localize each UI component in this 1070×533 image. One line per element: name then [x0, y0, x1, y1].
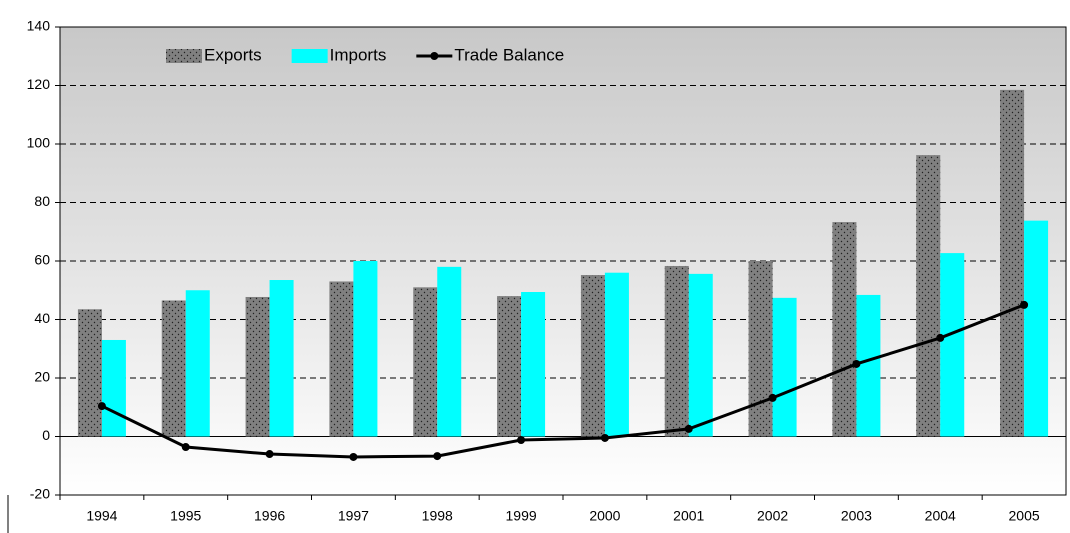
point [97, 402, 106, 411]
point [768, 393, 777, 402]
x-tick-label: 1999 [506, 508, 537, 524]
bar [940, 253, 965, 437]
x-tick-label: 2002 [757, 508, 788, 524]
legend-swatch [291, 49, 328, 63]
bar [521, 292, 546, 437]
legend-swatch [430, 52, 439, 60]
y-tick-label: 0 [42, 427, 50, 443]
point [349, 452, 358, 461]
legend-swatch [166, 49, 202, 63]
bar [269, 280, 294, 437]
bar [772, 297, 797, 437]
bar [832, 222, 857, 437]
bar [580, 275, 605, 437]
bar [101, 339, 126, 437]
x-tick-label: 1998 [422, 508, 453, 524]
x-tick-label: 1994 [86, 508, 117, 524]
legend-label: Imports [330, 45, 387, 64]
bar [748, 261, 773, 437]
x-tick-label: 2000 [589, 508, 620, 524]
bar [353, 261, 378, 437]
x-tick-label: 1995 [170, 508, 201, 524]
line [101, 303, 1025, 459]
y-tick-label: 120 [27, 76, 51, 92]
x-tick-label: 2003 [841, 508, 872, 524]
x-tick-label: 1996 [254, 508, 285, 524]
y-tick-label: 60 [34, 252, 50, 268]
bar [329, 281, 354, 437]
point [1020, 300, 1029, 309]
point [433, 452, 442, 461]
bar [413, 287, 438, 437]
y-tick-label: 100 [27, 135, 51, 151]
bar [437, 266, 462, 437]
y-tick-label: 40 [34, 310, 50, 326]
bar [77, 309, 102, 437]
point [852, 359, 861, 368]
bar [497, 296, 522, 437]
y-tick-label: 140 [27, 18, 51, 34]
legend-label: Exports [204, 45, 262, 64]
bar [916, 155, 941, 437]
bar [161, 300, 186, 437]
bar [604, 272, 629, 437]
point [181, 443, 190, 452]
x-tick-label: 2004 [925, 508, 956, 524]
bar [185, 290, 210, 437]
bar [664, 265, 689, 437]
point [936, 333, 945, 342]
point [265, 450, 274, 459]
point [684, 424, 693, 433]
x-tick-label: 2005 [1009, 508, 1040, 524]
bar [1024, 220, 1049, 437]
x-tick-label: 2001 [673, 508, 704, 524]
point [517, 436, 526, 445]
x-tick-label: 1997 [338, 508, 369, 524]
legend-label: Trade Balance [454, 45, 564, 64]
bar [856, 294, 881, 437]
bar [688, 273, 713, 437]
bar [245, 296, 270, 437]
point [600, 433, 609, 442]
y-tick-label: 20 [34, 369, 50, 385]
y-tick-label: 80 [34, 193, 50, 209]
bar [1000, 89, 1025, 437]
y-tick-label: -20 [30, 486, 50, 502]
